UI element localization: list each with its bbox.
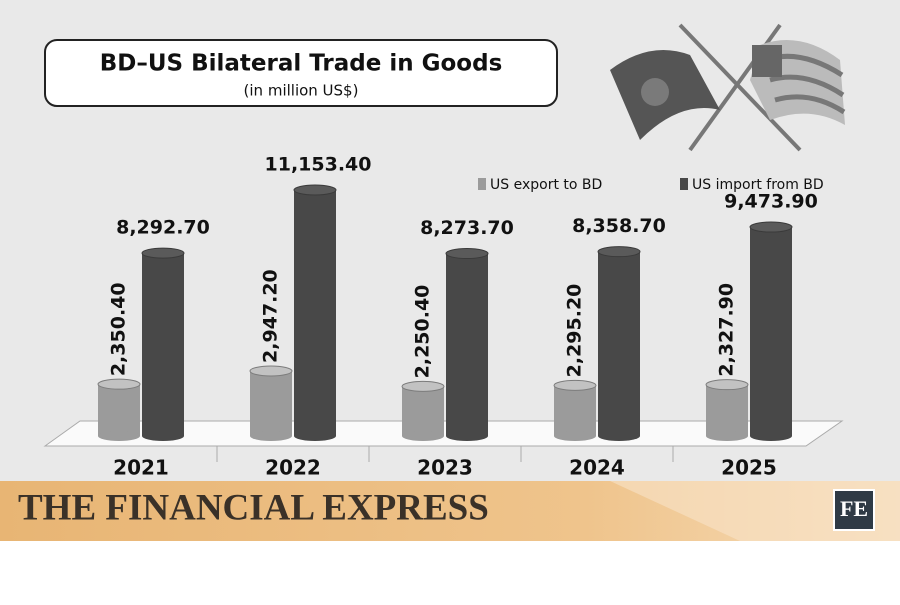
footer-highlight [610,481,900,541]
value-label: 11,153.40 [265,154,372,176]
publisher-name: THE FINANCIAL EXPRESS [18,487,489,528]
bar [98,384,140,436]
bar [598,251,640,436]
value-label: 2,350.40 [108,282,130,376]
x-tick-label: 2025 [721,456,777,480]
bar-base [598,431,640,441]
x-tick-label: 2022 [265,456,321,480]
year-separators [216,446,674,462]
bar-cap [97,378,141,390]
value-label: 9,473.90 [724,191,818,213]
bar [250,370,292,436]
bar [142,253,184,436]
bar-base [446,431,488,441]
bar [402,386,444,436]
value-label: 8,292.70 [116,217,210,239]
bar-base [142,431,184,441]
bar [554,385,596,436]
value-label: 2,295.20 [564,284,586,378]
x-tick-label: 2024 [569,456,625,480]
chart-subtitle: (in million US$) [244,82,359,100]
chart-title: BD–US Bilateral Trade in Goods [100,51,503,77]
value-label: 2,250.40 [412,285,434,379]
bar-base [750,431,792,441]
flags-illustration [610,23,846,152]
bar-cap [749,221,793,233]
bar-cap [249,365,293,377]
legend-label: US import from BD [692,177,824,193]
legend-label: US export to BD [490,177,602,193]
bar [294,190,336,436]
logo-text: FE [840,496,868,521]
value-label: 8,273.70 [420,217,514,239]
value-label: 2,327.90 [716,283,738,377]
bar [750,227,792,436]
bar-cap [401,380,445,392]
x-tick-label: 2023 [417,456,473,480]
bar-base [250,431,292,441]
logo-box [833,489,875,531]
bar-base [294,431,336,441]
legend-swatch [478,178,486,190]
x-tick-label: 2021 [113,456,169,480]
bar-base [554,431,596,441]
bar-base [98,431,140,441]
value-label: 2,947.20 [260,269,282,363]
bar-cap [553,379,597,391]
legend-swatch [680,178,688,190]
value-label: 8,358.70 [572,215,666,237]
bar-cap [293,184,337,196]
title-box [44,39,558,107]
bar-cap [445,248,489,260]
bar-base [402,431,444,441]
bar [446,253,488,436]
bar [706,384,748,436]
bar-cap [705,379,749,391]
bar-cap [141,247,185,259]
bar-base [706,431,748,441]
bar-cap [597,246,641,258]
